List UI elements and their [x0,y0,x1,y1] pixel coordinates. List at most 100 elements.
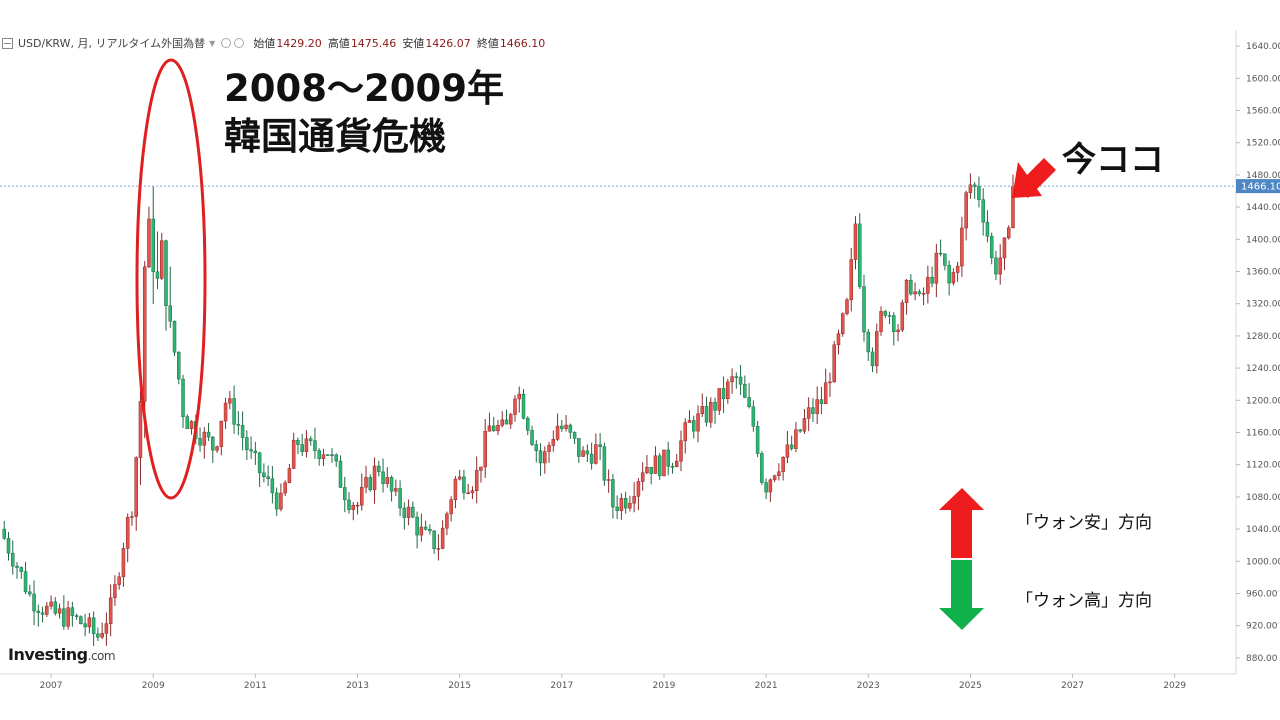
investing-logo: Investing.com [8,645,116,664]
candle-body-64 [274,492,279,510]
candle-body-27 [117,576,121,585]
candle-body-175 [747,397,751,408]
candle-body-129 [551,439,556,446]
candle-body-150 [640,472,645,482]
candle-body-119 [508,414,513,425]
candle-body-31 [134,457,138,517]
candle-body-107 [457,476,462,480]
candle-body-5 [23,571,28,593]
candle-body-205 [875,331,879,367]
candle-body-3 [15,565,19,568]
candle-body-71 [304,438,309,452]
candle-body-25 [108,597,113,624]
candle-body-92 [394,488,398,492]
candles-group [2,173,1015,647]
candle-body-7 [32,593,36,612]
candle-body-158 [674,460,679,467]
candle-body-105 [449,499,453,515]
y-tick-label-3: 1000.00 [1246,557,1280,567]
candle-body-171 [730,376,734,383]
eye-icon[interactable] [221,38,232,48]
candle-body-132 [564,424,568,429]
candle-body-152 [649,466,653,474]
candle-body-48 [206,431,211,438]
candle-body-215 [917,291,922,294]
candle-body-160 [683,422,687,442]
candle-body-32 [138,401,143,458]
candle-body-85 [364,477,368,488]
current-price-label: 1466.10 [1241,182,1280,193]
candle-body-96 [411,506,415,518]
candle-body-169 [721,388,726,399]
candle-body-200 [853,223,858,260]
candle-body-190 [811,407,815,414]
candle-body-198 [845,299,849,314]
candle-body-37 [159,240,164,279]
x-tick-label-0: 2007 [40,681,63,691]
candle-body-0 [2,528,7,539]
candle-body-164 [700,406,705,414]
candle-body-78 [334,454,338,462]
x-tick-label-10: 2027 [1061,681,1084,691]
candle-body-118 [504,419,509,425]
candle-body-52 [223,402,228,422]
candle-body-177 [755,425,760,454]
candle-body-109 [466,492,470,495]
candle-body-236 [1006,227,1011,239]
candle-body-112 [479,466,483,471]
low-label: 安値 [402,37,425,50]
collapse-icon[interactable] [2,37,13,49]
candle-body-139 [594,444,598,464]
chevron-down-icon[interactable]: ▼ [209,38,216,48]
candle-body-226 [964,192,968,229]
candle-body-213 [909,279,913,295]
candle-body-113 [483,431,487,468]
y-tick-label-8: 1200.00 [1246,396,1280,406]
candle-body-196 [836,333,841,346]
candle-body-67 [287,468,292,484]
candle-body-28 [121,548,126,578]
candle-body-125 [534,444,539,451]
candle-body-11 [49,601,53,607]
candle-body-10 [45,605,49,615]
candle-body-91 [389,477,394,492]
candle-body-165 [704,406,709,423]
candle-body-223 [951,272,956,284]
logo-brand: Investing [8,645,88,664]
y-tick-label-17: 1560.00 [1246,107,1280,117]
low-value: 1426.07 [425,36,471,50]
candle-body-199 [849,259,853,301]
candle-body-63 [270,478,275,494]
candle-body-77 [330,454,334,456]
candle-body-128 [547,445,551,452]
candle-body-229 [977,186,981,200]
candle-body-133 [568,424,573,433]
candle-body-157 [670,466,675,468]
open-label: 始値 [253,37,276,50]
candle-body-126 [538,450,543,464]
candle-body-219 [934,252,939,284]
candle-body-15 [66,607,70,627]
time-axis: 2007 2009 2011 2013 2015 2017 2019 2021 2023 2025… [40,674,1186,691]
candle-body-208 [887,315,892,317]
candle-body-149 [636,481,641,497]
candle-body-60 [257,452,262,474]
candle-body-50 [215,446,219,451]
candle-body-43 [185,416,190,430]
x-tick-label-6: 2019 [653,681,676,691]
candle-body-162 [692,420,696,432]
candle-body-93 [398,488,402,509]
candle-body-21 [91,617,96,635]
candle-body-210 [896,329,900,333]
candle-body-29 [125,517,130,549]
candle-body-51 [219,420,224,447]
candle-body-72 [308,438,313,441]
candle-body-101 [432,530,436,549]
candle-body-99 [423,526,428,530]
candle-body-20 [87,617,92,628]
candle-body-36 [155,271,160,279]
candle-body-180 [768,479,773,493]
candle-body-35 [151,218,155,273]
settings-icon[interactable] [234,38,245,48]
candle-body-194 [828,381,832,384]
